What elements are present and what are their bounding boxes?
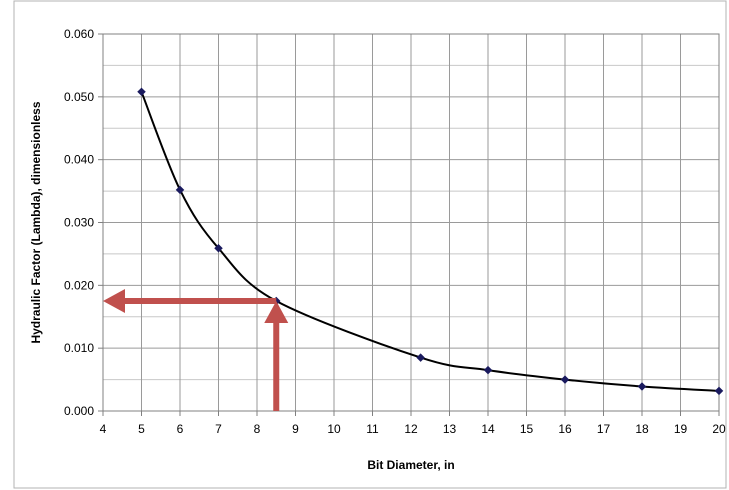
- series: [137, 87, 724, 396]
- x-tick-label: 7: [215, 422, 222, 436]
- x-axis-title: Bit Diameter, in: [367, 458, 454, 472]
- x-tick-label: 20: [712, 422, 726, 436]
- annotation-arrow-head: [103, 289, 125, 314]
- x-tick-label: 5: [138, 422, 145, 436]
- x-tick-label: 18: [635, 422, 649, 436]
- x-tick-label: 6: [177, 422, 184, 436]
- data-point-marker: [560, 375, 570, 384]
- x-tick-label: 10: [327, 422, 341, 436]
- data-point-marker: [416, 353, 425, 362]
- x-tick-label: 12: [404, 422, 418, 436]
- y-tick-label: 0.050: [64, 90, 94, 104]
- x-tick-label: 11: [366, 422, 379, 436]
- x-tick-label: 15: [520, 422, 534, 436]
- x-tick-label: 9: [292, 422, 299, 436]
- y-tick-label: 0.030: [64, 216, 94, 230]
- data-point-marker: [483, 365, 493, 375]
- x-tick-label: 4: [100, 422, 107, 436]
- data-point-marker: [714, 386, 724, 396]
- y-tick-label: 0.020: [64, 278, 94, 292]
- y-tick-label: 0.000: [64, 404, 94, 418]
- annotation-arrow-head: [264, 301, 289, 324]
- y-tick-label: 0.040: [64, 153, 94, 167]
- x-tick-label: 17: [597, 422, 611, 436]
- y-tick-label: 0.010: [64, 341, 94, 355]
- y-axis-title: Hydraulic Factor (Lambda), dimensionless: [29, 101, 43, 343]
- y-tick-label: 0.060: [64, 27, 94, 41]
- data-point-marker: [175, 185, 185, 195]
- series-line: [140, 91, 720, 392]
- data-point-marker: [214, 244, 223, 253]
- chart-outer-border: [13, 0, 727, 489]
- x-tick-label: 19: [674, 422, 688, 436]
- x-tick-label: 8: [254, 422, 261, 436]
- x-tick-label: 13: [443, 422, 457, 436]
- x-tick-label: 16: [558, 422, 572, 436]
- data-point-marker: [137, 87, 146, 97]
- annotations: [103, 289, 289, 411]
- x-tick-label: 14: [481, 422, 495, 436]
- x-axis-ticks: 4 5 6 7 8 9 10 11 12 13 14 15 16 17 18 19 20: [100, 411, 726, 436]
- y-axis-ticks: 0.000 0.010 0.020 0.030 0.040 0.050 0.060: [64, 27, 103, 418]
- data-point-marker: [637, 382, 647, 391]
